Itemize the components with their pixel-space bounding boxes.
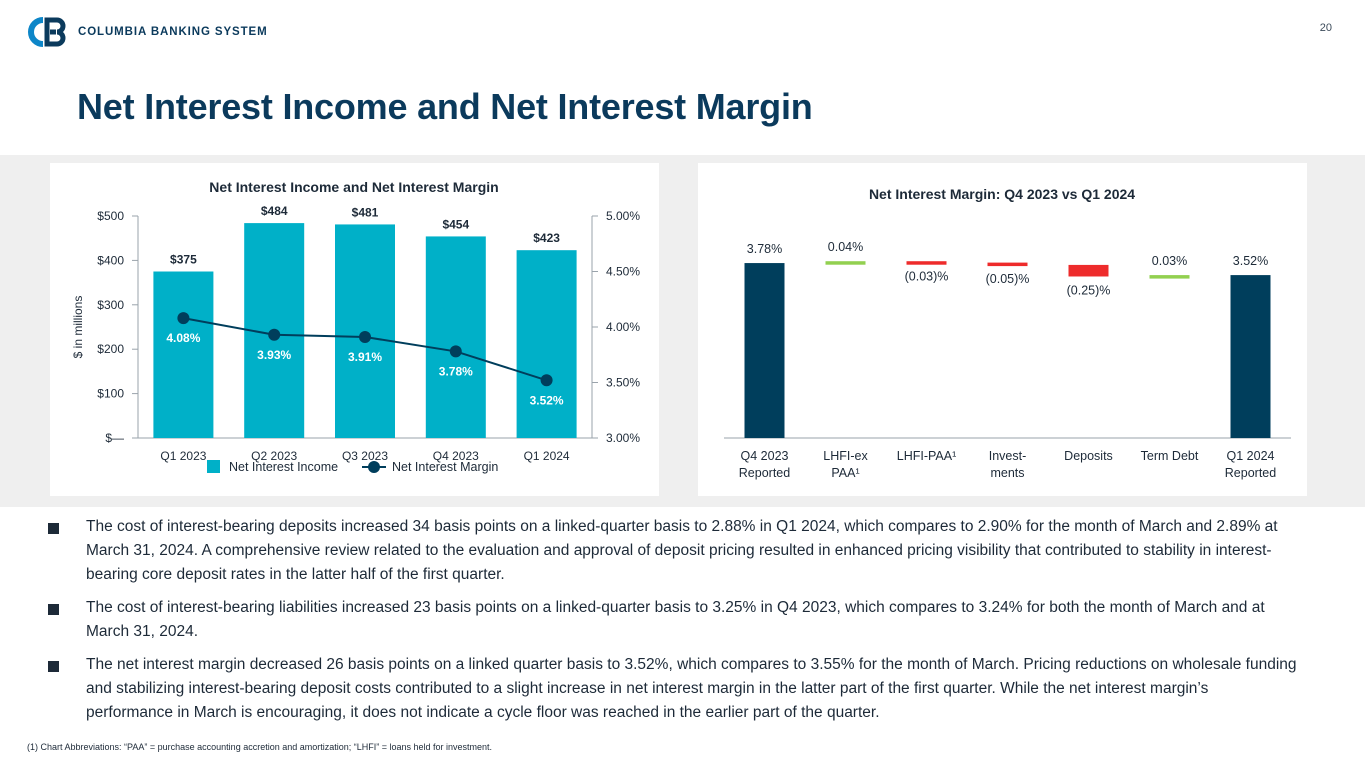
y-tick-label: $100 <box>97 387 124 401</box>
nim-point <box>449 345 462 358</box>
nim-point-label: 3.93% <box>257 348 291 362</box>
y2-tick-label: 3.00% <box>606 431 640 445</box>
bullet-text: The cost of interest-bearing liabilities… <box>86 599 1265 640</box>
x-category-label: ments <box>990 466 1024 480</box>
waterfall-bar <box>825 261 866 265</box>
nim-point-label: 3.78% <box>439 364 473 378</box>
nii-bar-label: $423 <box>533 231 560 245</box>
x-tick-label: Q3 2023 <box>342 449 388 463</box>
legend-label-nim: Net Interest Margin <box>392 460 498 474</box>
nii-nim-chart: Net Interest Income and Net Interest Mar… <box>71 179 640 474</box>
y-tick-label: $400 <box>97 253 124 267</box>
nii-bar-label: $481 <box>352 205 379 219</box>
bullet-square-icon <box>48 604 59 615</box>
waterfall-value-label: (0.05)% <box>986 272 1030 286</box>
y2-tick-label: 3.50% <box>606 376 640 390</box>
nii-bar <box>153 271 214 438</box>
bullet-item: The cost of interest-bearing deposits in… <box>48 515 1298 587</box>
nii-bar-label: $454 <box>442 217 469 231</box>
nii-bar-label: $484 <box>261 204 288 218</box>
nim-point <box>359 330 371 343</box>
bullet-square-icon <box>48 523 59 534</box>
x-category-label: Reported <box>1225 466 1276 480</box>
y2-tick-label: 4.00% <box>606 320 640 334</box>
waterfall-bar <box>987 262 1028 267</box>
bullet-item: The cost of interest-bearing liabilities… <box>48 596 1298 644</box>
y2-tick-label: 4.50% <box>606 265 640 279</box>
company-logo: COLUMBIA BANKING SYSTEM <box>26 16 268 48</box>
x-category-label: Q4 2023 <box>741 449 789 463</box>
nim-waterfall-panel: Net Interest Margin: Q4 2023 vs Q1 2024 3… <box>698 163 1307 496</box>
x-category-label: Deposits <box>1064 449 1113 463</box>
nim-waterfall-chart: Net Interest Margin: Q4 2023 vs Q1 2024 3… <box>724 186 1291 480</box>
cb-logo-icon <box>28 17 66 47</box>
nim-point-label: 3.52% <box>530 393 564 407</box>
chart-title: Net Interest Margin: Q4 2023 vs Q1 2024 <box>869 186 1135 202</box>
bullet-list: The cost of interest-bearing deposits in… <box>48 515 1298 734</box>
x-category-label: LHFI-ex <box>823 449 868 463</box>
nim-point <box>177 312 190 325</box>
nim-point <box>540 374 553 387</box>
nii-bar <box>425 236 486 438</box>
y-tick-label: $— <box>105 431 124 445</box>
legend-swatch-nii <box>207 460 220 473</box>
y2-tick-label: 5.00% <box>606 209 640 223</box>
x-category-label: PAA¹ <box>831 466 859 480</box>
waterfall-value-label: (0.25)% <box>1067 283 1111 297</box>
bullet-text: The cost of interest-bearing deposits in… <box>86 518 1278 583</box>
legend-label-nii: Net Interest Income <box>229 460 338 474</box>
waterfall-bar <box>906 261 947 265</box>
x-tick-label: Q1 2023 <box>160 449 206 463</box>
waterfall-bar <box>1068 264 1109 277</box>
legend-marker-nim <box>368 461 380 473</box>
x-tick-label: Q2 2023 <box>251 449 297 463</box>
x-tick-label: Q1 2024 <box>524 449 570 463</box>
nii-chart-panel: Net Interest Income and Net Interest Mar… <box>50 163 659 496</box>
nii-bar-label: $375 <box>170 253 197 267</box>
waterfall-bar <box>744 263 785 438</box>
y-tick-label: $300 <box>97 298 124 312</box>
waterfall-value-label: 0.04% <box>828 240 863 254</box>
nim-point-label: 4.08% <box>166 331 200 345</box>
page-title: Net Interest Income and Net Interest Mar… <box>77 86 813 127</box>
x-category-label: Invest- <box>989 449 1027 463</box>
page-number: 20 <box>1319 22 1332 34</box>
waterfall-bar <box>1230 275 1271 438</box>
x-category-label: Q1 2024 <box>1227 449 1275 463</box>
footnote: (1) Chart Abbreviations: “PAA” = purchas… <box>27 742 493 752</box>
waterfall-value-label: 3.78% <box>747 242 782 256</box>
waterfall-bar <box>1149 275 1190 279</box>
nii-bar <box>516 250 577 438</box>
y-axis-label: $ in millions <box>71 296 85 359</box>
bullet-text: The net interest margin decreased 26 bas… <box>86 656 1297 721</box>
company-name: COLUMBIA BANKING SYSTEM <box>78 26 268 38</box>
nim-point-label: 3.91% <box>348 350 382 364</box>
y-tick-label: $200 <box>97 342 124 356</box>
y-tick-label: $500 <box>97 209 124 223</box>
x-tick-label: Q4 2023 <box>433 449 479 463</box>
x-category-label: LHFI-PAA¹ <box>897 449 957 463</box>
waterfall-value-label: 3.52% <box>1233 254 1268 268</box>
chart-title: Net Interest Income and Net Interest Mar… <box>209 179 498 195</box>
x-category-label: Term Debt <box>1141 449 1199 463</box>
x-category-label: Reported <box>739 466 790 480</box>
nim-point <box>268 328 281 341</box>
bullet-square-icon <box>48 661 59 672</box>
waterfall-value-label: (0.03)% <box>905 270 949 284</box>
bullet-item: The net interest margin decreased 26 bas… <box>48 653 1298 725</box>
waterfall-value-label: 0.03% <box>1152 254 1187 268</box>
